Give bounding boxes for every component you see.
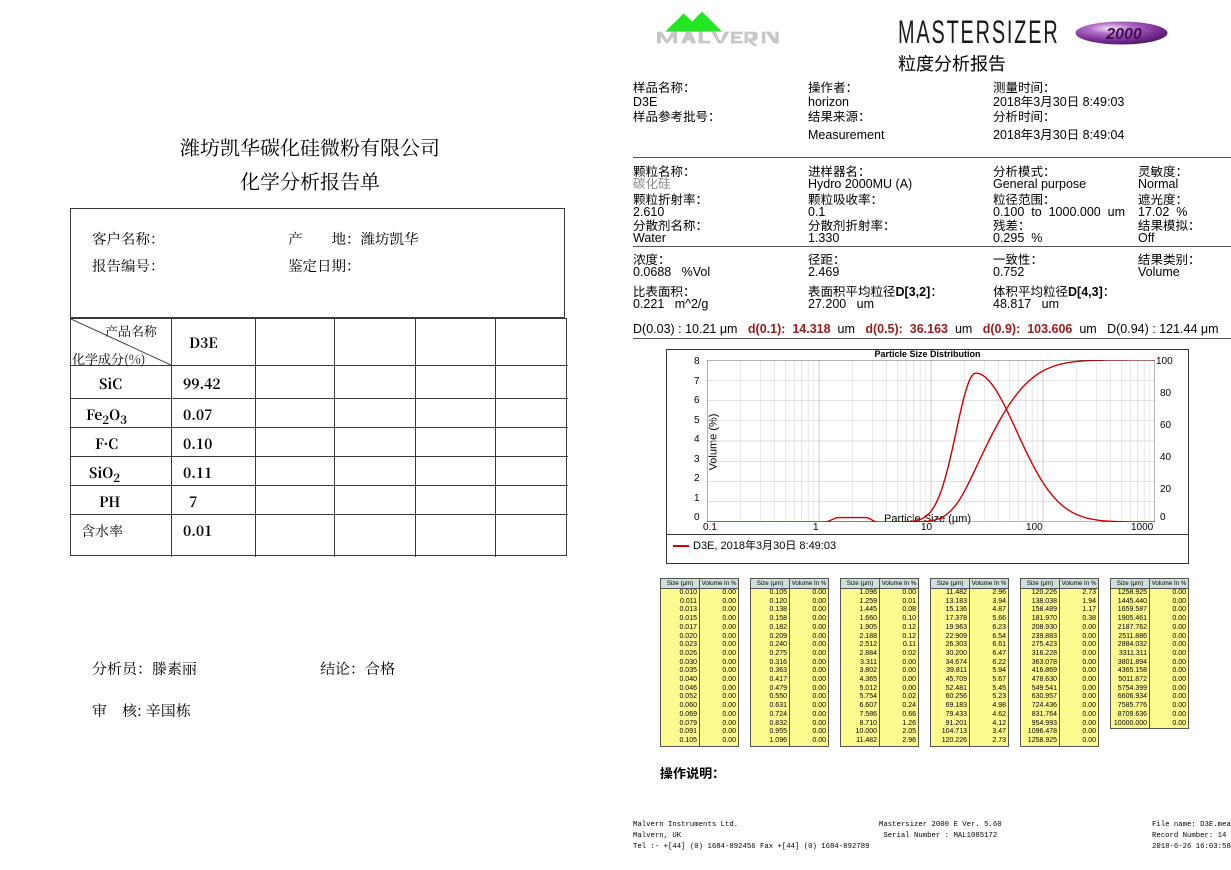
svg-text:2000: 2000 [1105, 26, 1142, 43]
